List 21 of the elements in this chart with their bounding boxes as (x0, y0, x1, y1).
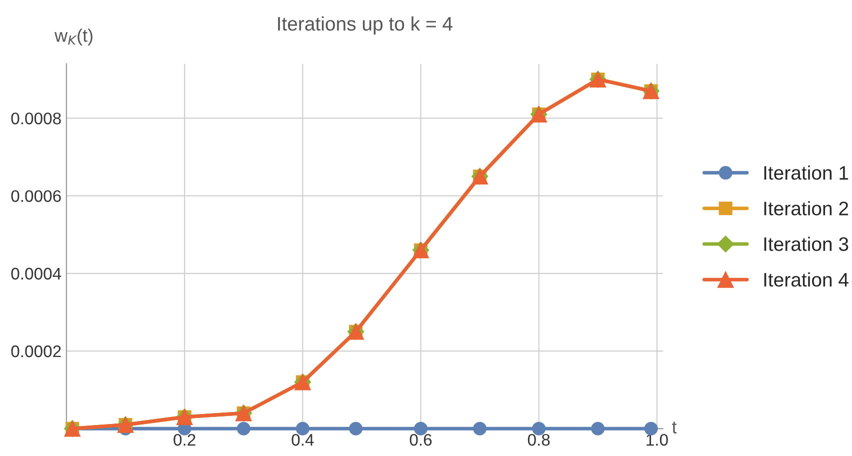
legend-label: Iteration 2 (764, 201, 848, 216)
x-tick-label: 1.0 (646, 434, 668, 446)
point (236, 422, 250, 436)
y-tick-label: 0.0008 (11, 112, 61, 124)
x-tick-label: 0.4 (292, 434, 314, 446)
y-tick-label: 0.0002 (11, 345, 61, 358)
point (591, 422, 605, 436)
y-axis-title: w$_{K}$(t) (54, 28, 92, 46)
x-tick-label: 0.8 (528, 434, 550, 446)
point (644, 422, 658, 436)
point (473, 422, 487, 436)
y-tick-label: 0.0006 (11, 190, 61, 202)
legend-label: Iteration 4 (764, 272, 848, 287)
y-tick-label: 0.0004 (11, 268, 62, 280)
legend-label: Iteration 1 (764, 166, 848, 180)
x-tick-label: 0.2 (174, 434, 196, 446)
legend-label: Iteration 3 (764, 236, 848, 252)
chart-title: Iterations up to k = 4 (278, 16, 452, 35)
point (349, 422, 363, 436)
x-axis-title: t (672, 422, 677, 434)
x-tick-label: 0.6 (410, 434, 432, 446)
